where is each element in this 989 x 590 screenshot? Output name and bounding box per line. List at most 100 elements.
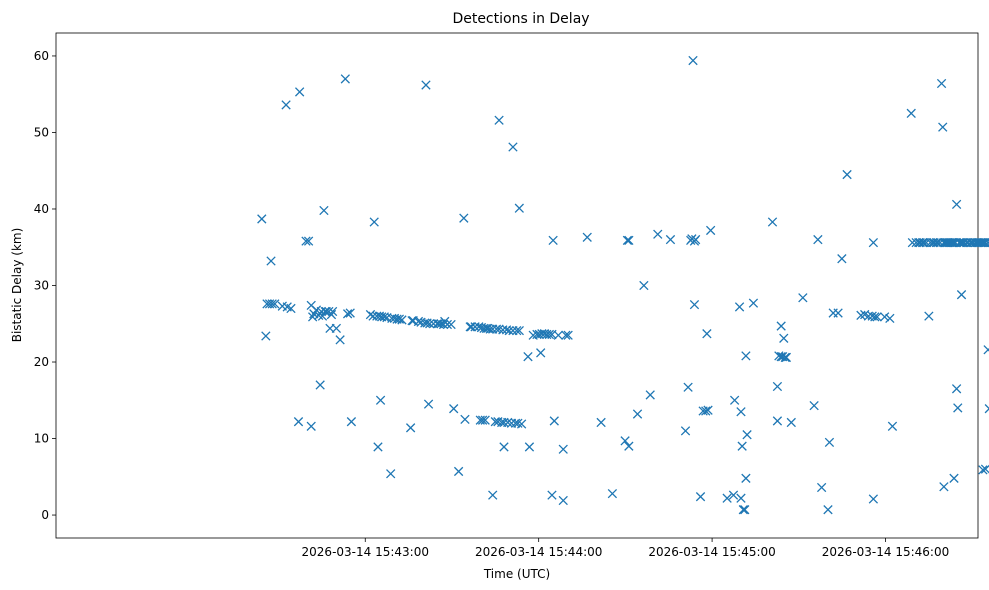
data-point [947,237,957,248]
data-point [596,417,606,428]
data-point [856,310,866,321]
data-point [624,441,634,451]
data-point [477,415,488,425]
data-point [307,312,318,322]
chart-title: Detections in Delay [452,11,589,27]
data-point [917,237,928,248]
data-point [373,442,383,452]
data-point [665,234,676,245]
data-point [786,417,796,428]
data-point [622,235,633,246]
data-point [499,417,509,428]
data-point [494,324,504,334]
y-tick-label: 10 [34,432,49,446]
data-point [868,237,879,248]
data-point [386,469,396,479]
data-point [620,436,630,446]
data-point [474,322,484,332]
data-point [549,416,559,426]
x-tick-label: 2026-03-14 15:43:00 [302,545,429,559]
data-point [335,335,345,345]
data-point [563,330,573,340]
data-point [736,407,746,417]
y-tick-label: 20 [34,355,49,369]
data-point [624,235,634,246]
data-point [442,319,453,330]
data-point [879,312,890,322]
data-point [695,492,706,502]
data-point [742,430,752,440]
data-point [809,400,819,411]
data-point [734,302,745,312]
data-point [772,416,783,426]
data-point [728,490,739,500]
data-point [956,290,967,300]
data-point [266,256,276,266]
y-tick-label: 60 [34,49,49,63]
data-point [887,421,898,431]
data-point [983,237,989,248]
data-point [514,325,524,336]
data-point [423,399,434,409]
data-point [553,330,563,340]
data-point [951,199,962,210]
data-point [270,299,280,309]
x-tick-label: 2026-03-14 15:44:00 [475,545,602,559]
data-point [729,395,740,405]
data-point [375,395,386,405]
data-point [798,293,808,303]
data-point [293,417,304,427]
data-point [544,329,555,340]
data-point [453,466,464,477]
data-point [303,236,314,246]
data-point [460,414,470,425]
data-point [261,331,271,341]
data-point [777,351,788,362]
data-point [397,315,407,325]
y-tick-label: 40 [34,202,49,216]
data-point [680,426,691,436]
data-point [294,87,305,97]
y-tick-label: 50 [34,125,49,139]
data-point [286,303,296,314]
data-point [504,325,514,336]
data-point [645,390,655,400]
data-point [701,406,711,416]
data-point [780,352,790,363]
data-point [690,234,701,245]
data-point [939,482,949,492]
data-point [301,236,311,246]
data-point [446,319,456,330]
data-point [607,488,618,499]
data-point [736,493,746,503]
data-point [508,142,518,152]
data-point [425,319,435,329]
data-point [326,309,337,320]
data-point [741,473,751,483]
x-axis-label: Time (UTC) [483,567,550,581]
data-point [653,229,663,239]
data-point [722,493,732,503]
data-point [632,409,643,419]
data-point [837,254,847,264]
data-point [547,490,557,500]
data-point [688,55,698,66]
data-point [488,490,498,500]
data-point [689,299,700,310]
data-point [949,473,959,483]
data-point [582,232,592,242]
data-point [459,213,469,223]
data-point [379,312,389,322]
data-point [346,417,357,427]
data-point [405,423,416,433]
data-point [449,404,459,414]
data-point [558,444,568,454]
data-point [536,348,546,358]
data-point [516,419,527,429]
data-point [561,330,571,340]
data-point [938,122,948,132]
data-point [779,333,789,343]
scatter-series [257,55,989,515]
data-point [781,352,792,363]
